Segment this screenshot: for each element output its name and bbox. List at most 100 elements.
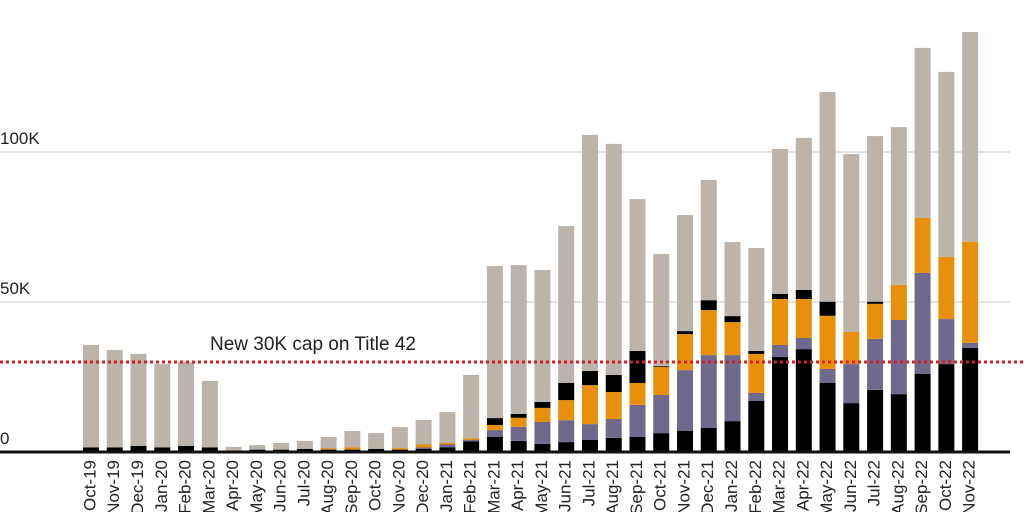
bar-segment	[867, 338, 884, 390]
x-tick-label: Apr-22	[793, 460, 812, 511]
bar-segment	[581, 440, 598, 452]
bar-segment	[653, 254, 670, 367]
x-tick-label: Aug-22	[888, 460, 907, 512]
bar-segment	[890, 284, 907, 320]
bar-segment	[772, 344, 789, 357]
bar-segment	[225, 446, 242, 451]
bar-segment	[106, 350, 123, 448]
bar-segment	[629, 437, 646, 452]
bar-segment	[677, 215, 693, 332]
x-tick-label: Jul-21	[579, 460, 598, 506]
bar-segment	[677, 334, 693, 371]
bar-segment	[106, 447, 123, 452]
bar-segment	[344, 431, 361, 448]
x-tick-label: Nov-20	[389, 460, 408, 512]
bar-segment	[629, 350, 646, 383]
bar-segment	[558, 383, 575, 401]
bar-segment	[486, 425, 503, 431]
bar-segment	[558, 442, 575, 452]
bar-segment	[320, 448, 337, 450]
bar-segment	[510, 440, 527, 452]
bar-segment	[249, 445, 266, 450]
x-tick-label: Jun-20	[271, 460, 290, 512]
bar-segment	[581, 134, 598, 371]
bar-segment	[83, 447, 99, 452]
bar-segment	[534, 401, 551, 408]
bar-segment	[914, 218, 931, 273]
x-tick-label: May-22	[817, 460, 836, 512]
bar-segment	[534, 443, 551, 452]
bar-segment	[867, 136, 884, 302]
bar-segment	[890, 394, 907, 452]
bar-segment	[677, 431, 693, 452]
bar-segment	[439, 443, 456, 445]
bar-segment	[344, 447, 361, 450]
x-tick-label: Nov-22	[960, 460, 979, 512]
bar-segment	[843, 364, 860, 404]
bar-segment	[273, 443, 290, 450]
bar-segment	[890, 320, 907, 395]
bar-segment	[486, 430, 503, 437]
bar-segment	[178, 362, 195, 446]
bar-segment	[748, 392, 765, 401]
x-tick-label: Oct-21	[651, 460, 670, 511]
bar-segment	[700, 310, 717, 356]
bar-segment	[772, 299, 789, 345]
bar-segment	[558, 226, 575, 383]
bar-segment	[368, 433, 385, 449]
x-tick-label: May-21	[532, 460, 551, 512]
bar-segment	[795, 349, 812, 452]
bar-segment	[463, 441, 480, 452]
x-tick-label: Oct-19	[80, 460, 99, 511]
bar-segment	[391, 427, 408, 449]
bar-segment	[748, 248, 765, 351]
bar-segment	[605, 437, 622, 452]
bar-segment	[510, 426, 527, 441]
bar-segment	[914, 374, 931, 452]
bar-segment	[463, 374, 480, 439]
bar-segment	[819, 315, 836, 369]
bar-segment	[843, 332, 860, 365]
bar-segment	[439, 447, 456, 452]
bar-segment	[605, 143, 622, 375]
x-tick-label: Dec-20	[413, 460, 432, 512]
bar-segment	[914, 47, 931, 219]
bar-segment	[938, 71, 955, 258]
bar-segment	[653, 367, 670, 395]
bar-segment	[439, 412, 456, 443]
annotation-text: New 30K cap on Title 42	[210, 334, 416, 355]
bar-segment	[154, 364, 171, 448]
bar-segment	[962, 32, 979, 242]
bar-segment	[914, 272, 931, 374]
bar-segment	[724, 316, 741, 323]
bar-segment	[629, 404, 646, 437]
y-tick-label: 50K	[0, 279, 31, 298]
bar-segment	[130, 446, 147, 452]
x-tick-label: Jul-22	[865, 460, 884, 506]
bar-segment	[748, 353, 765, 393]
bar-segment	[296, 440, 313, 449]
bar-segment	[510, 413, 527, 418]
bar-segment	[724, 242, 741, 317]
bar-segment	[819, 301, 836, 316]
x-tick-label: Feb-21	[461, 460, 480, 512]
bar-segment	[867, 389, 884, 452]
bar-segment	[629, 199, 646, 351]
bar-segment	[867, 301, 884, 304]
bar-segment	[748, 350, 765, 354]
x-tick-label: Dec-21	[698, 460, 717, 512]
x-tick-label: Sep-20	[342, 460, 361, 512]
bar-segment	[700, 300, 717, 311]
x-tick-label: Apr-21	[508, 460, 527, 511]
bar-segment	[700, 428, 717, 452]
bar-segment	[534, 269, 551, 402]
bar-segment	[724, 322, 741, 356]
bar-segment	[653, 433, 670, 452]
bar-segment	[938, 319, 955, 365]
bar-segment	[605, 419, 622, 438]
x-tick-label: Jun-22	[841, 460, 860, 512]
x-tick-label: Dec-19	[128, 460, 147, 512]
bar-segment	[605, 374, 622, 392]
bar-segment	[843, 154, 860, 332]
